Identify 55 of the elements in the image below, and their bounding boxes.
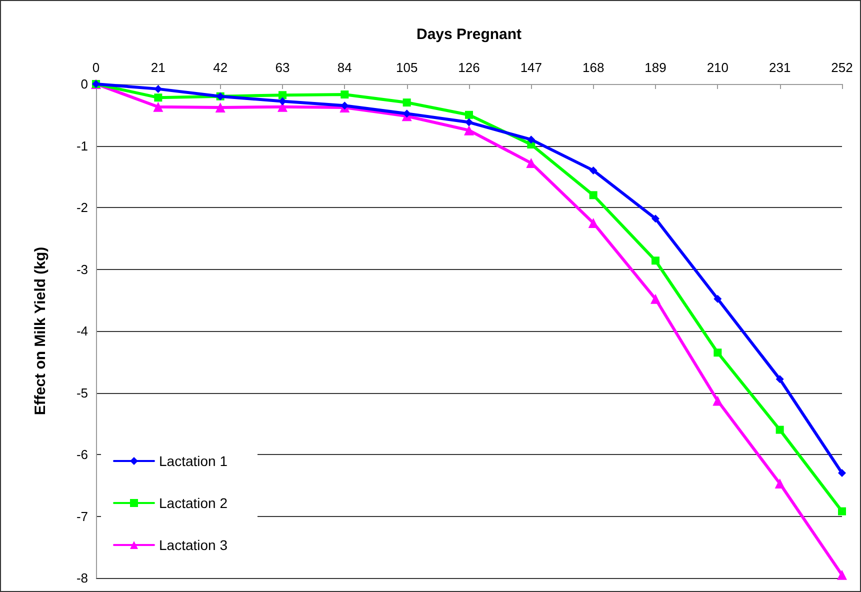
point [278,91,286,100]
x-tick-label: 42 [213,60,228,75]
y-tick-label: -6 [76,447,88,462]
point [465,118,473,126]
point [340,90,349,98]
legend-label: Lactation 2 [159,495,228,511]
point [589,191,598,200]
point [652,256,660,265]
point [588,218,598,228]
point [838,507,846,516]
point [650,294,660,304]
point [153,102,164,112]
x-tick-label: 126 [458,60,480,75]
point [712,396,723,406]
y-axis-title: Effect on Milk Yield (kg) [32,246,49,416]
point [837,570,847,580]
legend-label: Lactation 1 [159,453,228,469]
point [154,84,162,93]
point [278,97,286,106]
legend-label: Lactation 3 [159,537,228,553]
point [776,375,784,384]
x-tick-label: 105 [396,60,418,75]
point [402,98,411,107]
x-tick-label: 252 [831,60,853,75]
y-tick-label: -2 [76,200,88,215]
point [714,294,722,303]
x-tick-label: 84 [337,60,352,75]
y-tick-label: -5 [76,385,88,400]
x-axis-title: Days Pregnant [416,26,522,43]
point [776,426,784,434]
x-tick-label: 168 [582,60,604,75]
point [154,94,162,102]
point [215,102,226,112]
x-tick-label: 210 [706,60,729,75]
x-tick-label: 21 [150,60,166,75]
x-tick-label: 147 [520,60,542,75]
y-tick-label: -8 [76,570,88,586]
point [714,348,722,357]
point [402,110,411,118]
point [464,125,474,136]
y-tick-label: 0 [80,76,88,92]
x-tick-label: 189 [644,60,666,75]
x-tick-label: 0 [92,60,100,75]
point [465,110,473,119]
x-tick-label: 63 [275,60,290,75]
y-tick-label: -1 [76,138,88,154]
point [774,478,785,489]
point [838,469,846,478]
y-tick-label: -4 [76,324,88,338]
point [527,136,536,144]
point [652,214,660,223]
y-tick-label: -7 [76,508,88,524]
x-tick-label: 231 [768,60,791,75]
point [589,166,598,174]
y-tick-label: -3 [76,262,88,277]
